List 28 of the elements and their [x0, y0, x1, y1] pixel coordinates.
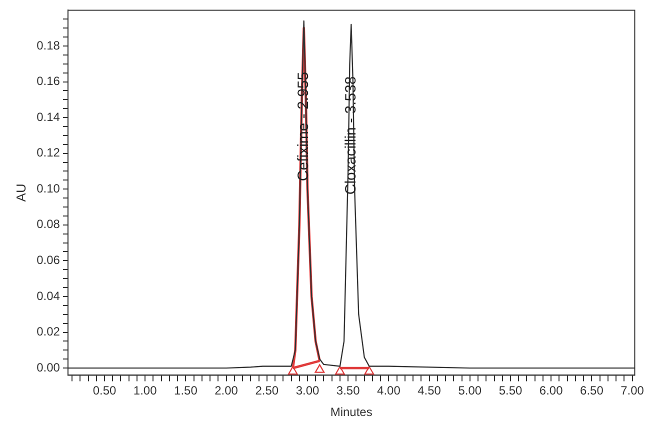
x-tick-label: 3.00 [296, 384, 320, 398]
y-tick-label: 0.16 [36, 74, 60, 88]
x-tick-label: 5.00 [458, 384, 482, 398]
x-tick-label: 2.50 [255, 384, 279, 398]
y-axis-title: AU [13, 184, 28, 202]
y-tick-label: 0.06 [36, 253, 60, 268]
y-tick-label: 0.18 [36, 38, 60, 52]
x-tick-label: 0.50 [92, 384, 116, 398]
x-axis-title: Minutes [330, 405, 372, 420]
x-tick-label: 6.50 [580, 384, 604, 398]
y-tick-label: 0.12 [36, 146, 60, 160]
x-tick-label: 4.50 [418, 384, 442, 398]
x-tick-label: 4.00 [377, 384, 401, 398]
y-tick-label: 0.04 [36, 288, 60, 303]
y-tick-label: 0.14 [36, 110, 60, 124]
x-tick-label: 7.00 [620, 384, 644, 398]
annotation: Cloxacillin - 3.538 [342, 76, 360, 195]
y-tick-label: 0.08 [36, 217, 60, 232]
x-tick-label: 1.00 [133, 384, 158, 398]
y-tick-label: 0.10 [36, 181, 60, 196]
y-tick-label: 0.00 [36, 360, 60, 374]
x-tick-label: 3.50 [336, 384, 360, 398]
x-tick-label: 5.50 [498, 384, 522, 398]
x-tick-label: 1.50 [174, 384, 198, 398]
annotation: Cefixime - 2.955 [294, 72, 312, 182]
y-tick-label: 0.02 [36, 324, 60, 339]
x-tick-label: 6.00 [539, 384, 564, 398]
x-tick-label: 2.00 [214, 384, 238, 398]
